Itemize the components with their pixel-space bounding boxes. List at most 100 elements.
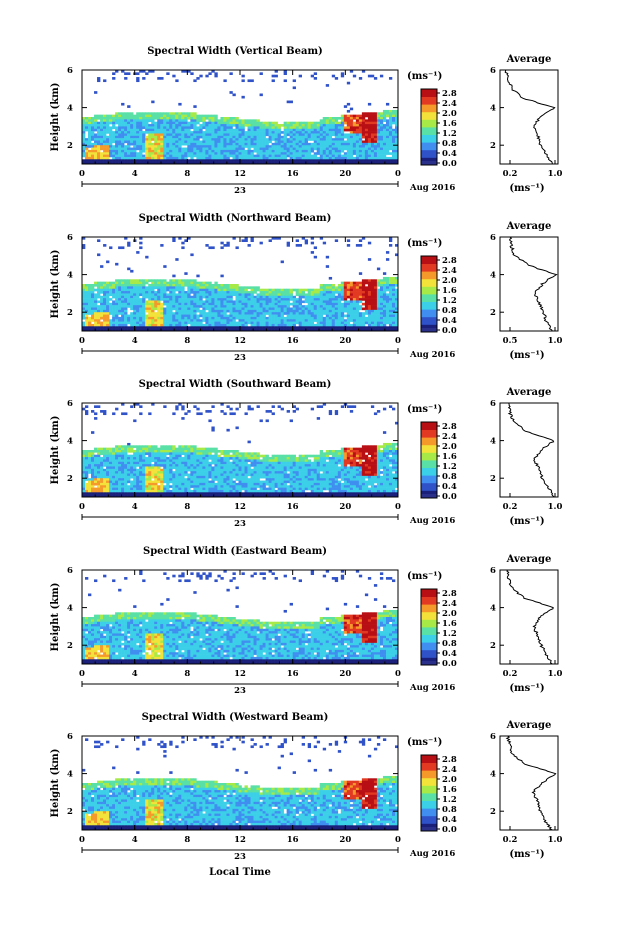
heatmap-cell [139, 128, 143, 132]
heatmap-cell [262, 321, 266, 325]
heatmap-cell [256, 159, 260, 162]
heatmap-cell [154, 307, 158, 311]
heatmap-cell [97, 492, 101, 495]
heatmap-cell [136, 473, 140, 477]
heatmap-cell [286, 312, 290, 315]
heatmap-cell [226, 145, 230, 148]
heatmap-cell [157, 131, 161, 134]
heatmap-cell [214, 291, 218, 294]
heatmap-cell [337, 147, 342, 151]
heatmap-cell [346, 328, 351, 332]
heatmap-cell [292, 319, 296, 322]
heatmap-cell [379, 133, 384, 137]
heatmap-cell [127, 489, 131, 493]
heatmap-cell [268, 328, 272, 332]
heatmap-cell [325, 323, 330, 327]
heatmap-cell [391, 326, 396, 329]
heatmap-cell [367, 161, 372, 165]
heatmap-cell [169, 119, 173, 122]
heatmap-cell [97, 128, 101, 132]
heatmap-cell [364, 312, 369, 315]
heatmap-cell [256, 316, 260, 320]
average-frame [499, 236, 559, 332]
heatmap-cell [328, 302, 333, 306]
heatmap-cell [184, 131, 188, 134]
heatmap-cell [373, 291, 378, 294]
heatmap-cell [280, 145, 284, 148]
heatmap-cell [166, 131, 170, 134]
heatmap-cell [157, 152, 161, 155]
heatmap-cell [286, 128, 290, 132]
heatmap-cell [118, 323, 122, 327]
heatmap-cell [82, 464, 86, 467]
heatmap-cell [229, 305, 233, 308]
heatmap-cell [316, 156, 321, 160]
heatmap-cell [169, 161, 173, 165]
heatmap-cell [286, 305, 290, 308]
heatmap-cell [103, 128, 107, 132]
heatmap-cell [322, 288, 327, 292]
heatmap-cell [208, 114, 212, 118]
heatmap-cell [256, 323, 260, 327]
heatmap-cell [256, 140, 260, 144]
heatmap-cell [205, 281, 209, 285]
heatmap-cell [121, 473, 125, 477]
heatmap-cell [394, 128, 399, 132]
heatmap-cell [223, 145, 227, 148]
heatmap-cell [145, 121, 149, 125]
heatmap-cell [187, 314, 191, 318]
heatmap-cell [184, 152, 188, 155]
heatmap-cell [337, 314, 342, 318]
heatmap-cell [253, 161, 257, 165]
heatmap-cell [112, 284, 116, 287]
heatmap-cell [148, 316, 152, 320]
heatmap-cell [349, 281, 354, 285]
heatmap-cell [304, 149, 309, 153]
heatmap-cell [223, 307, 227, 311]
heatmap-cell [253, 298, 257, 301]
heatmap-cell [220, 142, 224, 146]
heatmap-cell [139, 464, 143, 467]
heatmap-cell [298, 316, 302, 320]
heatmap-cell [349, 124, 354, 127]
heatmap-cell [211, 70, 215, 73]
heatmap-cell [229, 293, 233, 297]
heatmap-cell [379, 319, 384, 322]
heatmap-cell [169, 286, 173, 289]
heatmap-cell [274, 124, 278, 127]
heatmap-cell [313, 309, 318, 313]
heatmap-cell [226, 135, 230, 139]
heatmap-cell [109, 468, 113, 472]
heatmap-cell [97, 131, 101, 134]
heatmap-cell [88, 131, 92, 134]
heatmap-cell [355, 147, 360, 151]
heatmap-cell [166, 117, 170, 120]
heatmap-cell [220, 133, 224, 137]
heatmap-cell [166, 316, 170, 320]
heatmap-cell [208, 307, 212, 311]
heatmap-cell [280, 312, 284, 315]
heatmap-cell [103, 295, 107, 299]
heatmap-cell [157, 159, 161, 162]
heatmap-cell [295, 307, 299, 311]
heatmap-cell [88, 284, 92, 287]
heatmap-cell [277, 302, 281, 306]
heatmap-cell [94, 466, 98, 470]
heatmap-cell [187, 147, 191, 151]
heatmap-cell [184, 149, 188, 153]
heatmap-cell [199, 298, 203, 301]
heatmap-cell [139, 328, 143, 332]
heatmap-cell [133, 319, 137, 322]
heatmap-cell [385, 295, 390, 299]
heatmap-cell [139, 482, 143, 486]
heatmap-cell [184, 112, 188, 115]
heatmap-cell [313, 135, 318, 139]
heatmap-cell [235, 142, 239, 146]
heatmap-cell [88, 480, 92, 484]
heatmap-cell [346, 295, 351, 299]
heatmap-cell [124, 461, 128, 465]
heatmap-cell [193, 114, 197, 118]
heatmap-cell [166, 328, 170, 332]
heatmap-cell [88, 133, 92, 137]
